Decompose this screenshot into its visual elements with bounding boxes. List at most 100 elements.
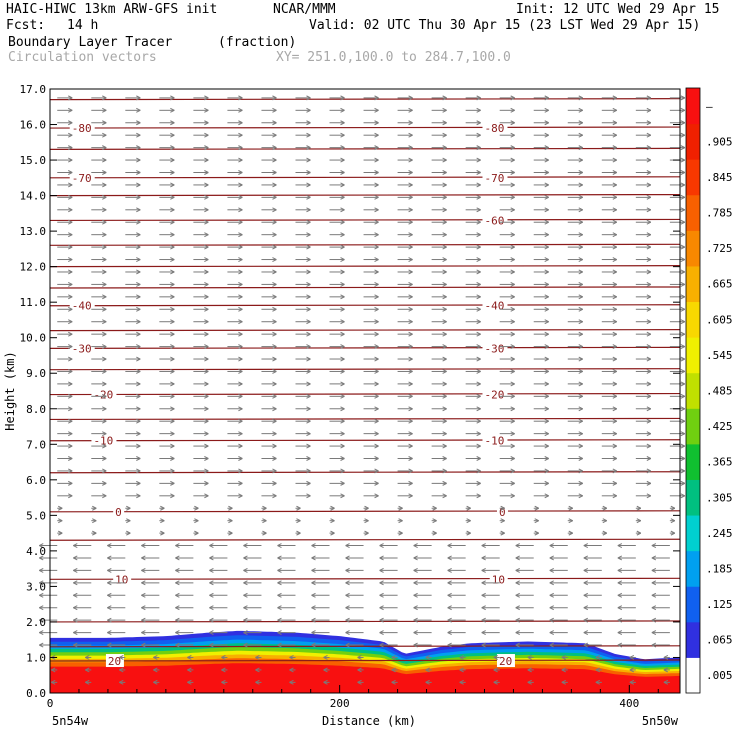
wind-vector-head: [680, 107, 686, 113]
contour-line: [49, 368, 681, 371]
wind-vector-head: [680, 120, 686, 126]
wind-vector-head: [617, 555, 623, 561]
wind-vector-head: [340, 170, 345, 175]
wind-vector-head: [544, 170, 549, 175]
wind-vector-head: [277, 605, 282, 611]
wind-vector-head: [612, 443, 618, 449]
x-start-location: 5n54w: [52, 714, 89, 728]
wind-vector-head: [238, 319, 243, 325]
wind-vector-head: [408, 406, 413, 412]
wind-vector-head: [340, 431, 345, 437]
wind-vector-head: [68, 182, 73, 188]
wind-vector-head: [578, 356, 583, 362]
circulation-vectors: [39, 95, 686, 685]
wind-vector-head: [408, 418, 413, 424]
wind-vector-head: [272, 418, 277, 424]
wind-vector-head: [481, 592, 486, 598]
wind-vector-head: [170, 269, 175, 275]
wind-vector-head: [170, 232, 175, 238]
wind-vector-head: [58, 518, 63, 524]
wind-vector-head: [374, 120, 379, 126]
wind-vector-head: [194, 505, 199, 511]
wind-vector-head: [187, 667, 192, 673]
wind-vector-head: [442, 431, 447, 437]
wind-vector-head: [459, 655, 464, 660]
wind-vector-head: [617, 605, 623, 611]
wind-vector-head: [408, 257, 413, 262]
wind-vector-head: [262, 518, 267, 524]
wind-vector-head: [578, 157, 583, 163]
wind-vector-head: [544, 194, 549, 200]
wind-vector-head: [73, 630, 78, 636]
wind-vector-head: [68, 493, 73, 499]
wind-vector-head: [568, 505, 573, 511]
wind-vector-head: [544, 269, 549, 275]
wind-vector-head: [578, 344, 583, 350]
wind-vector-head: [204, 257, 209, 262]
contour-line: [49, 147, 681, 150]
wind-vector-head: [102, 219, 107, 225]
wind-vector-head: [238, 269, 243, 275]
wind-vector-head: [379, 555, 384, 561]
wind-vector-head: [243, 555, 248, 561]
wind-vector-head: [209, 592, 214, 598]
wind-vector-head: [476, 443, 481, 449]
wind-vector-head: [680, 331, 686, 337]
contour-label-bg: [482, 433, 508, 447]
wind-vector-head: [221, 655, 226, 660]
wind-vector-head: [238, 480, 243, 486]
wind-vector-head: [243, 630, 248, 636]
wind-vector-head: [476, 107, 481, 113]
wind-vector-head: [447, 555, 452, 561]
wind-vector-head: [272, 281, 277, 287]
wind-vector-head: [510, 418, 515, 424]
wind-vector-head: [544, 182, 549, 188]
wind-vector-head: [442, 281, 447, 287]
wind-vector-head: [544, 219, 549, 225]
wind-vector-head: [141, 617, 146, 623]
wind-vector-head: [102, 294, 107, 300]
colorbar: .005 .065 .125 .185 .245 .305 .365 .425 .485 .545…: [685, 87, 733, 694]
wind-vector-head: [323, 667, 328, 673]
wind-vector-head: [277, 567, 282, 573]
wind-vector-head: [408, 306, 413, 312]
wind-vector-head: [68, 207, 73, 213]
wind-vector-head: [306, 257, 311, 262]
wind-vector-head: [306, 194, 311, 200]
wind-vector-head: [602, 530, 608, 536]
wind-vector-head: [442, 294, 447, 300]
wind-vector-head: [204, 493, 209, 499]
wind-vector-head: [481, 543, 486, 549]
x-axis-label: Distance (km): [322, 714, 416, 728]
wind-vector-head: [306, 480, 311, 486]
wind-vector-head: [391, 655, 396, 660]
wind-vector-head: [175, 605, 180, 611]
wind-vector-head: [617, 617, 623, 623]
wind-vector-head: [442, 344, 447, 350]
wind-vector-head: [364, 518, 369, 524]
wind-vector-head: [476, 381, 481, 387]
wind-vector-head: [442, 480, 447, 486]
wind-vector-head: [175, 567, 180, 573]
wind-vector-head: [651, 592, 657, 598]
contour-label-bg: [482, 341, 508, 355]
wind-vector-head: [204, 468, 209, 474]
y-tick-label: 14.0: [20, 190, 47, 203]
wind-vector-head: [578, 493, 583, 499]
wind-vector-head: [510, 219, 515, 225]
y-tick-label: 16.0: [20, 119, 47, 132]
wind-vector-head: [39, 580, 44, 586]
wind-vector-head: [102, 480, 107, 486]
wind-vector-head: [646, 431, 652, 437]
wind-vector-head: [58, 505, 63, 511]
wind-vector-head: [374, 369, 379, 374]
wind-vector-head: [510, 480, 515, 486]
colorbar-swatch: [686, 586, 700, 623]
wind-vector-head: [102, 306, 107, 312]
wind-vector-head: [340, 468, 345, 474]
wind-vector-head: [272, 95, 277, 101]
wind-vector-head: [544, 356, 549, 362]
wind-vector-head: [243, 617, 248, 623]
contour-label-bg: [482, 298, 508, 312]
wind-vector-head: [136, 443, 141, 449]
